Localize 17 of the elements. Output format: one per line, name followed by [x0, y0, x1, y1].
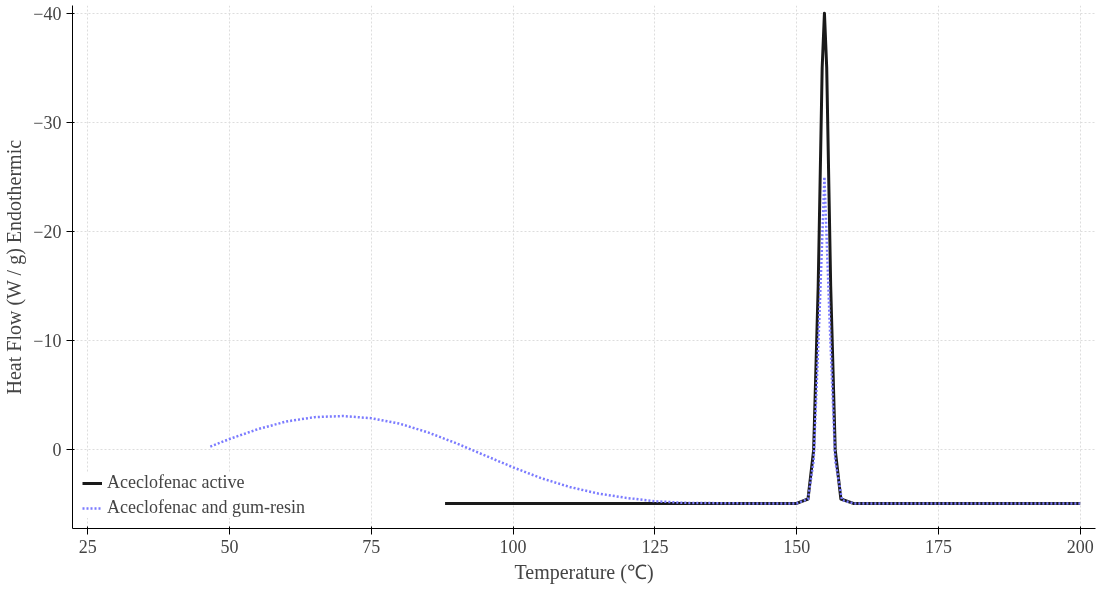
y-tick-label: −20 [33, 222, 62, 243]
x-tick-label: 75 [362, 536, 381, 557]
y-tick-label: 0 [52, 440, 62, 461]
x-tick-label: 25 [78, 536, 97, 557]
x-tick-label: 100 [499, 536, 527, 557]
legend-label: Aceclofenac active [107, 472, 245, 493]
x-tick-label: 175 [924, 536, 952, 557]
x-tick-label: 50 [220, 536, 239, 557]
x-tick-label: 150 [783, 536, 811, 557]
x-tick-label: 200 [1066, 536, 1094, 557]
y-tick-label: −40 [33, 3, 62, 24]
y-tick-label: −10 [33, 331, 62, 352]
x-axis-title: Temperature (℃) [514, 560, 654, 584]
x-tick-label: 125 [641, 536, 669, 557]
y-tick-label: −30 [33, 112, 62, 133]
y-axis-title: Heat Flow (W / g) Endothermic [3, 139, 27, 395]
legend-label: Aceclofenac and gum-resin [107, 497, 305, 518]
